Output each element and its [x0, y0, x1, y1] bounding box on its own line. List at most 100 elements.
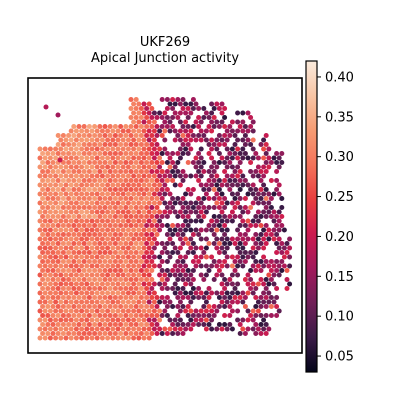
- spot: [86, 331, 92, 336]
- spot: [201, 115, 207, 120]
- spot: [154, 124, 160, 129]
- spot: [240, 299, 246, 305]
- spot: [136, 272, 142, 278]
- spot: [63, 335, 69, 341]
- spot: [40, 286, 46, 291]
- spot: [112, 241, 118, 246]
- spot: [159, 133, 165, 138]
- spot: [261, 317, 267, 323]
- spot: [157, 281, 163, 287]
- spot: [144, 115, 150, 120]
- spot: [222, 178, 228, 183]
- spot: [131, 254, 137, 260]
- spot: [201, 205, 207, 210]
- spot: [219, 245, 225, 251]
- spot: [193, 263, 199, 269]
- spot: [58, 326, 64, 332]
- spot: [125, 281, 131, 287]
- spot: [196, 196, 202, 201]
- spot: [193, 173, 199, 179]
- spot: [188, 326, 194, 332]
- spot: [263, 223, 269, 228]
- spot: [266, 146, 272, 152]
- spot: [250, 281, 256, 287]
- spot: [188, 191, 194, 197]
- spot: [94, 236, 100, 242]
- spot: [214, 308, 220, 314]
- spot: [245, 236, 251, 242]
- spot: [229, 290, 235, 296]
- spot: [144, 232, 150, 237]
- spot: [164, 331, 170, 336]
- spot: [66, 133, 72, 138]
- spot: [120, 254, 126, 260]
- spot: [99, 326, 105, 332]
- spot: [232, 205, 238, 210]
- spot: [84, 245, 90, 251]
- spot: [86, 151, 92, 156]
- spot: [136, 182, 142, 188]
- spot: [99, 128, 105, 134]
- spot: [50, 169, 56, 174]
- spot: [89, 317, 95, 323]
- spot: [159, 250, 165, 255]
- spot: [167, 299, 173, 305]
- spot: [50, 205, 56, 210]
- spot: [164, 250, 170, 255]
- spot: [84, 254, 90, 260]
- spot: [71, 133, 77, 138]
- spot: [68, 155, 74, 161]
- spot: [73, 317, 79, 323]
- spot: [89, 146, 95, 152]
- spot: [141, 263, 147, 269]
- spot: [263, 214, 269, 219]
- spot: [206, 322, 212, 327]
- spot: [172, 317, 178, 323]
- spot: [128, 313, 134, 318]
- spot: [102, 331, 108, 336]
- spot: [99, 272, 105, 278]
- spot: [185, 304, 191, 309]
- spot: [141, 119, 147, 125]
- spot: [258, 313, 264, 318]
- spot: [253, 187, 259, 192]
- spot: [185, 133, 191, 138]
- spot: [40, 205, 46, 210]
- spot: [170, 241, 176, 246]
- spot: [63, 191, 69, 197]
- spot: [112, 187, 118, 192]
- spot: [263, 277, 269, 282]
- spot: [157, 263, 163, 269]
- spot: [261, 263, 267, 269]
- spot: [133, 151, 139, 156]
- spot: [201, 313, 207, 318]
- spot: [245, 290, 251, 296]
- spot: [73, 299, 79, 305]
- spot: [63, 272, 69, 278]
- spot: [151, 200, 157, 206]
- spot: [94, 317, 100, 323]
- spot: [237, 178, 243, 183]
- spot: [92, 214, 98, 219]
- spot: [216, 196, 222, 201]
- spot: [224, 164, 230, 170]
- spot: [151, 227, 157, 233]
- spot: [170, 232, 176, 237]
- spot: [271, 227, 277, 233]
- spot: [159, 196, 165, 201]
- spot: [110, 182, 116, 188]
- spot: [242, 250, 248, 255]
- spot: [71, 187, 77, 192]
- spot: [110, 164, 116, 170]
- spot: [68, 263, 74, 269]
- spot: [198, 164, 204, 170]
- spot: [201, 187, 207, 192]
- colorbar: [305, 60, 318, 373]
- colorbar-tick-label: 0.35: [325, 110, 354, 125]
- spot: [255, 299, 261, 305]
- spot: [102, 133, 108, 138]
- spot: [216, 250, 222, 255]
- spot: [107, 268, 113, 273]
- spot: [50, 151, 56, 156]
- spot: [157, 308, 163, 314]
